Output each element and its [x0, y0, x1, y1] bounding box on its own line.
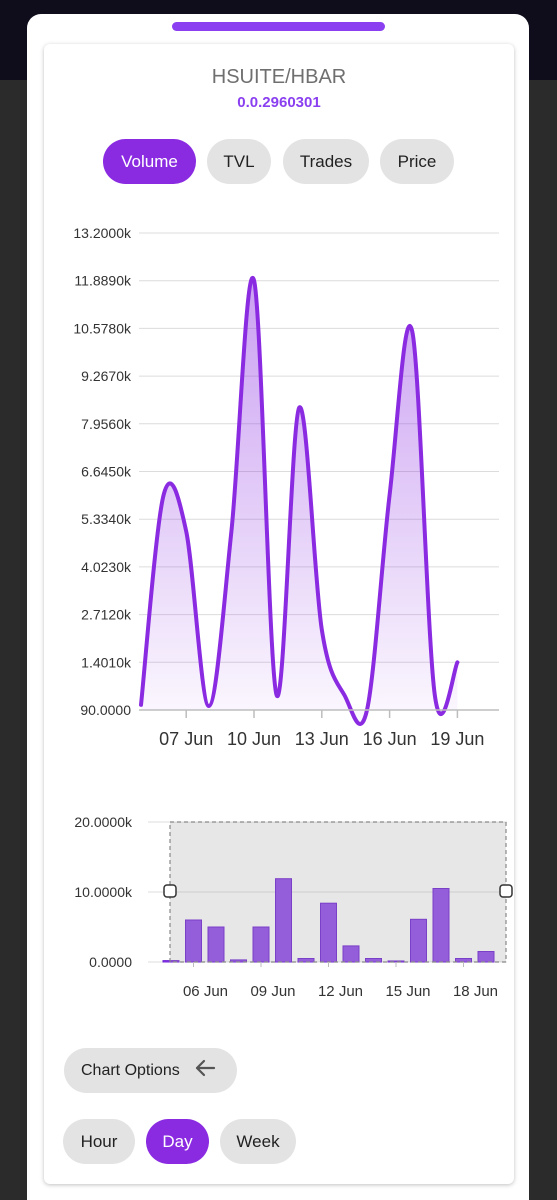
- nav-x-tick-label: 15 Jun: [385, 983, 430, 1000]
- nav-x-tick-label: 09 Jun: [250, 983, 295, 1000]
- x-tick-label: 13 Jun: [295, 729, 349, 749]
- interval-day[interactable]: Day: [146, 1119, 209, 1164]
- nav-y-tick-label: 10.0000k: [74, 884, 133, 900]
- nav-bar: [365, 958, 382, 963]
- volume-series-line: [139, 275, 460, 727]
- x-tick-label: 07 Jun: [159, 729, 213, 749]
- tab-trades[interactable]: Trades: [283, 139, 369, 184]
- y-tick-label: 90.0000: [80, 702, 131, 718]
- tab-tvl[interactable]: TVL: [207, 139, 271, 184]
- token-id: 0.0.2960301: [237, 94, 321, 111]
- y-tick-label: 5.3340k: [81, 511, 132, 527]
- volume-area-fill: [141, 277, 458, 725]
- range-handle[interactable]: [163, 884, 177, 898]
- range-navigator-chart[interactable]: 20.0000k 10.0000k 0.0000 06 Jun 09 Jun 12 Jun…: [44, 806, 514, 1006]
- y-tick-label: 13.2000k: [73, 225, 132, 241]
- y-tick-label: 2.7120k: [81, 607, 132, 623]
- x-tick-label: 19 Jun: [430, 729, 484, 749]
- pair-chart-card: HSUITE/HBAR 0.0.2960301 Volume TVL Trade…: [44, 44, 514, 1184]
- y-tick-label: 4.0230k: [81, 559, 132, 575]
- y-tick-label: 7.9560k: [81, 416, 132, 432]
- tab-volume[interactable]: Volume: [103, 139, 196, 184]
- chart-options-label: Chart Options: [81, 1061, 180, 1079]
- interval-hour[interactable]: Hour: [63, 1119, 135, 1164]
- x-tick-label: 10 Jun: [227, 729, 281, 749]
- x-tick-label: 16 Jun: [363, 729, 417, 749]
- range-handle[interactable]: [499, 884, 513, 898]
- y-tick-label: 6.6450k: [81, 464, 132, 480]
- volume-area-chart[interactable]: 13.2000k 11.8890k 10.5780k 9.2670k 7.9560k 6.…: [44, 214, 514, 794]
- nav-x-tick-label: 12 Jun: [318, 983, 363, 1000]
- sheet-drag-handle[interactable]: [172, 22, 385, 31]
- nav-y-tick-label: 20.0000k: [74, 814, 133, 830]
- arrow-left-icon: [194, 1057, 216, 1084]
- nav-bar: [275, 878, 292, 963]
- y-tick-label: 11.8890k: [74, 273, 132, 289]
- nav-bar: [477, 951, 495, 963]
- y-tick-label: 10.5780k: [73, 320, 132, 336]
- tab-price[interactable]: Price: [380, 139, 454, 184]
- y-tick-label: 1.4010k: [81, 654, 132, 670]
- interval-week[interactable]: Week: [220, 1119, 296, 1164]
- nav-y-tick-label: 0.0000: [89, 954, 132, 970]
- pair-title: HSUITE/HBAR: [211, 66, 347, 88]
- y-tick-label: 9.2670k: [81, 368, 132, 384]
- chart-options-button[interactable]: Chart Options: [64, 1048, 237, 1093]
- nav-x-tick-label: 18 Jun: [453, 983, 498, 1000]
- range-selection-window: [169, 821, 507, 963]
- nav-bar: [162, 960, 180, 963]
- nav-x-tick-label: 06 Jun: [183, 983, 228, 1000]
